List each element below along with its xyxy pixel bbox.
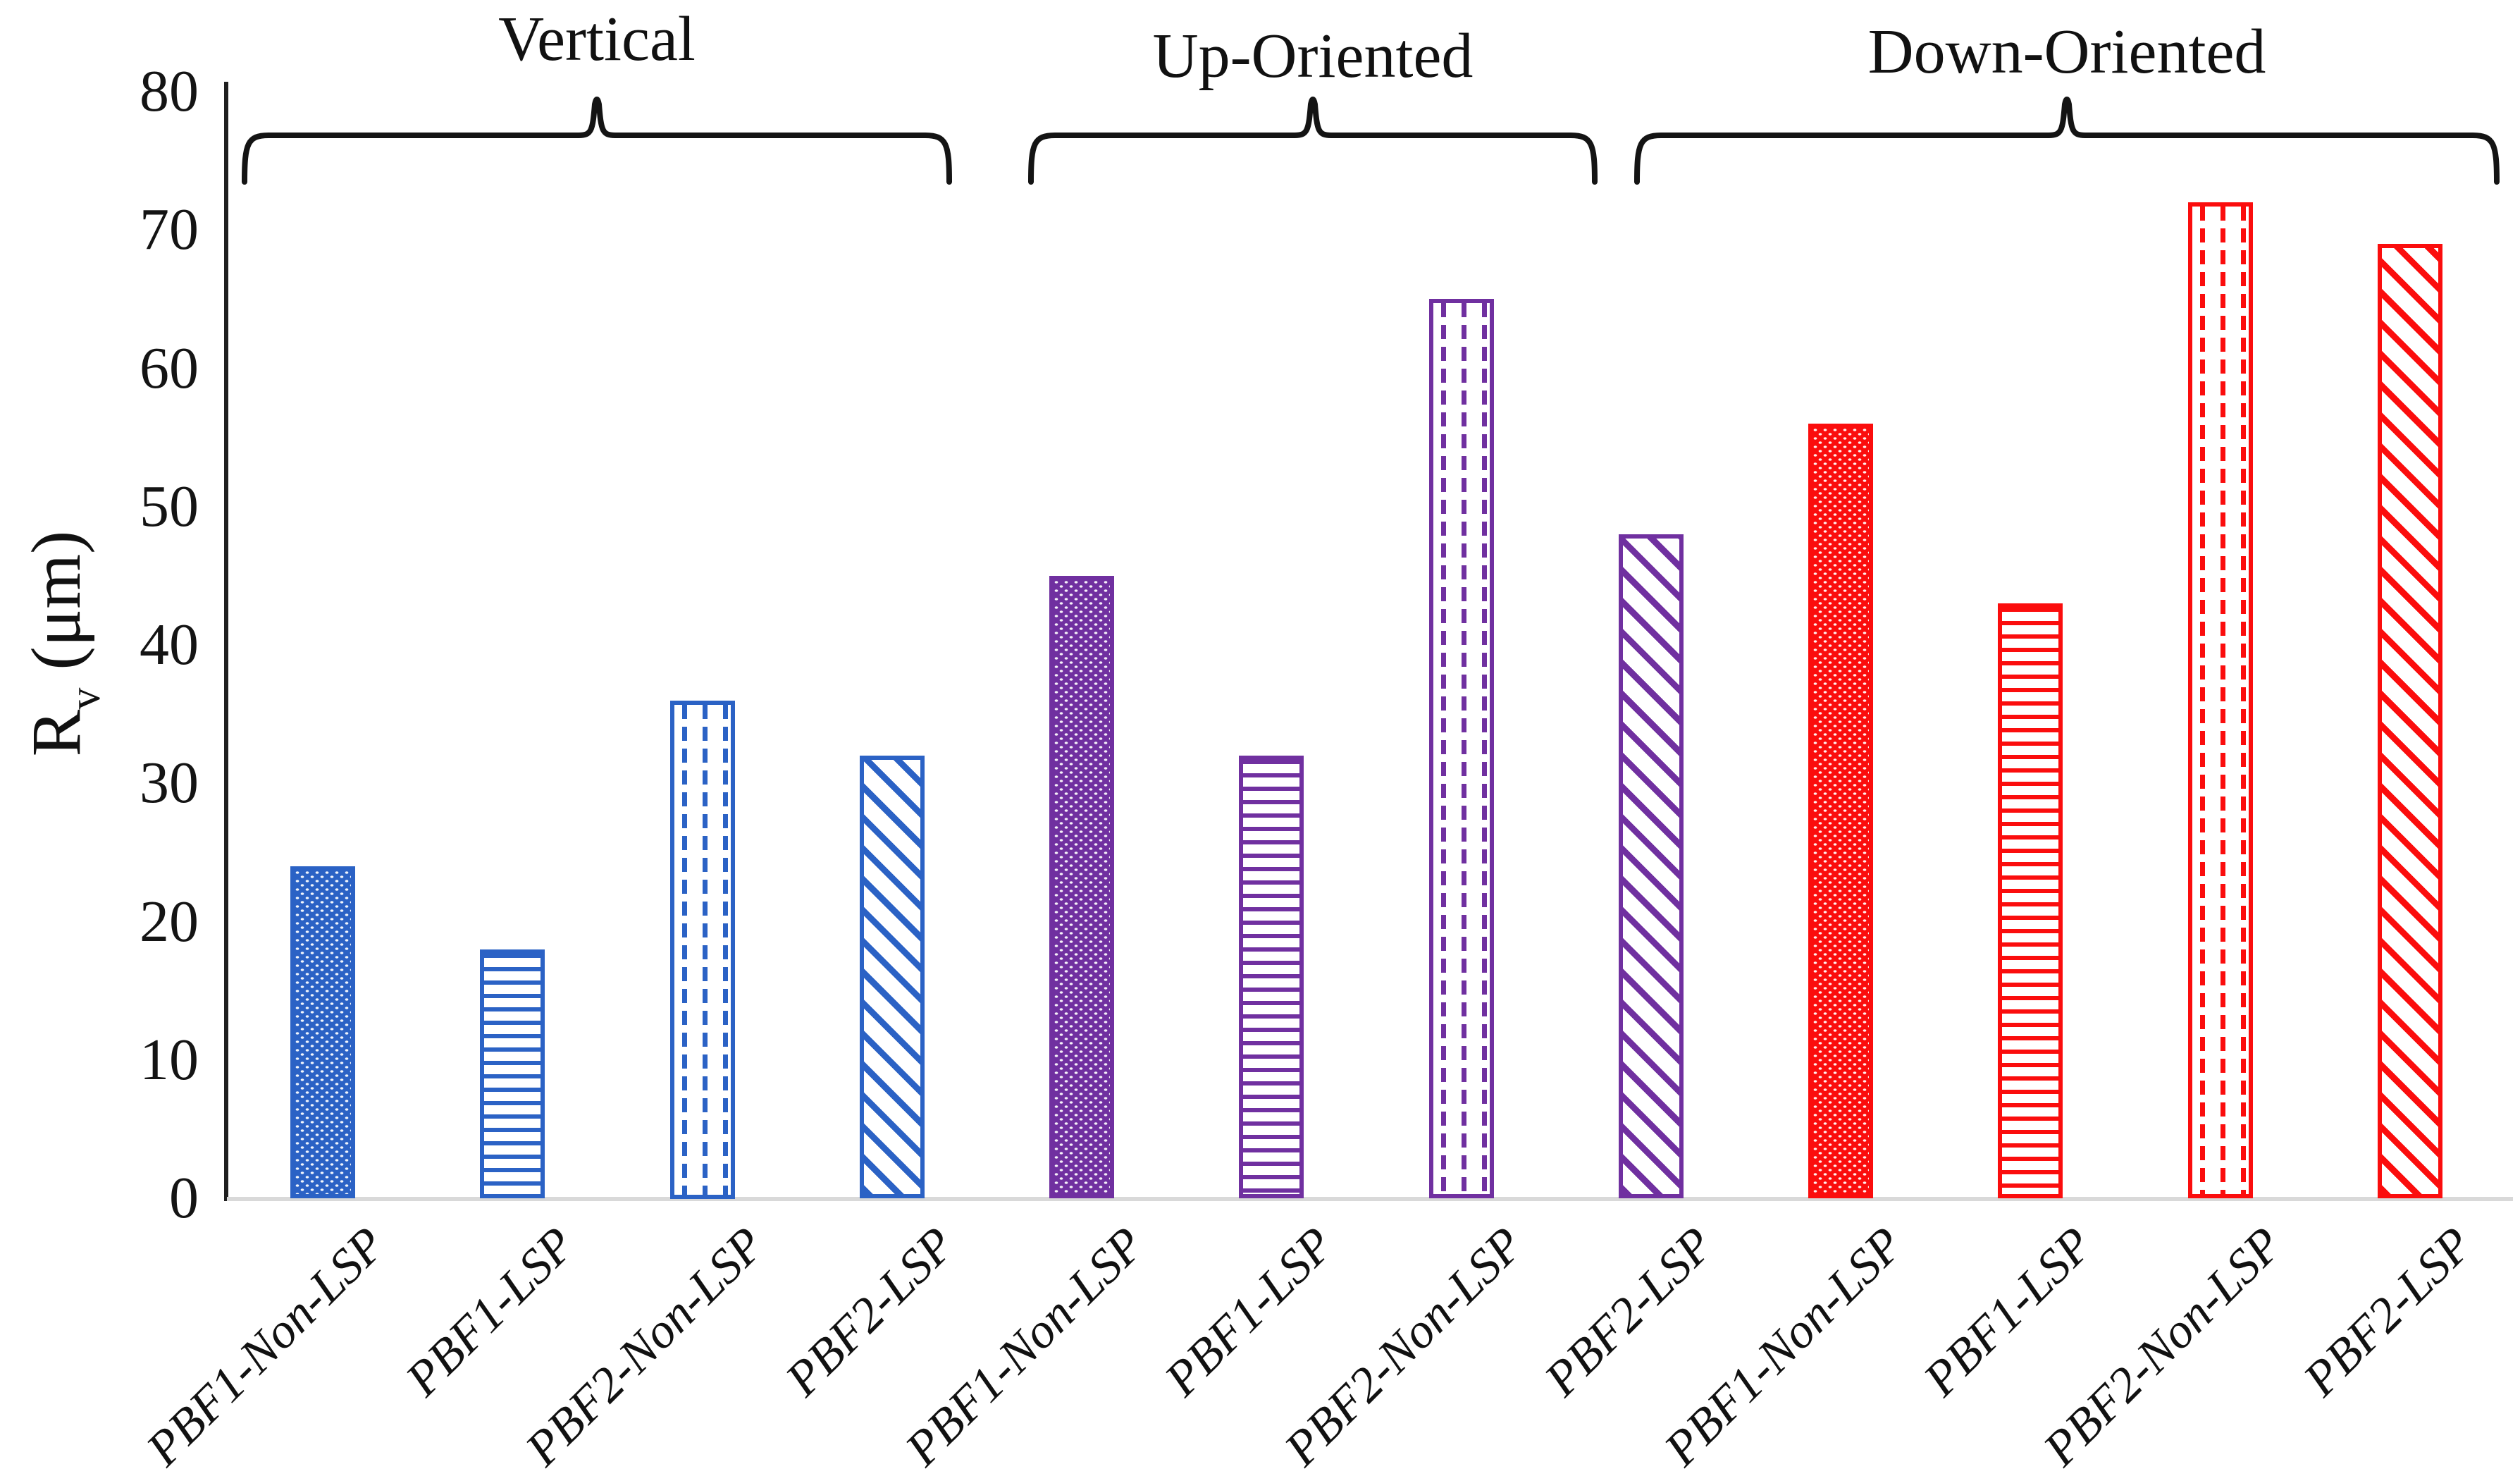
x-category-label-up-oriented-pbf1-lsp: PBF1-LSP <box>1154 1217 1345 1407</box>
bar-up-oriented-pbf2-non-lsp <box>1429 299 1494 1198</box>
y-tick-label-40: 40 <box>140 612 199 677</box>
bar-vertical-pbf2-non-lsp <box>670 701 735 1199</box>
bar-up-oriented-pbf2-lsp <box>1619 534 1684 1198</box>
bar-vertical-pbf2-lsp <box>860 756 925 1198</box>
bar-vertical-pbf1-non-lsp <box>290 866 355 1198</box>
y-axis-title-subscript: v <box>61 687 109 710</box>
y-tick-label-10: 10 <box>140 1026 199 1093</box>
bar-up-oriented-pbf1-lsp <box>1239 756 1304 1198</box>
x-axis-baseline <box>227 1197 2513 1201</box>
y-tick-label-50: 50 <box>140 473 199 539</box>
x-category-label-vertical-pbf1-non-lsp: PBF1-Non-LSP <box>136 1217 396 1476</box>
y-tick-label-0: 0 <box>169 1165 199 1231</box>
brace-up-oriented <box>1028 97 1598 185</box>
group-title-vertical: Vertical <box>498 4 696 74</box>
group-title-up-oriented: Up-Oriented <box>1152 21 1474 91</box>
y-tick-label-80: 80 <box>140 59 199 124</box>
x-category-label-down-oriented-pbf1-lsp: PBF1-LSP <box>1913 1217 2104 1407</box>
y-axis-line <box>224 82 228 1201</box>
bar-down-oriented-pbf1-non-lsp <box>1808 424 1873 1198</box>
group-braces <box>242 97 2500 185</box>
bar-up-oriented-pbf1-non-lsp <box>1049 576 1114 1198</box>
y-tick-label-20: 20 <box>140 888 199 954</box>
bar-down-oriented-pbf1-lsp <box>1998 603 2063 1198</box>
group-title-down-oriented: Down-Oriented <box>1867 17 2266 87</box>
bar-down-oriented-pbf2-lsp <box>2378 244 2442 1198</box>
x-category-label-down-oriented-pbf2-lsp: PBF2-LSP <box>2293 1217 2483 1407</box>
brace-down-oriented <box>1634 97 2500 185</box>
y-tick-label-30: 30 <box>140 750 199 816</box>
x-category-label-up-oriented-pbf2-lsp: PBF2-LSP <box>1534 1217 1724 1407</box>
y-tick-label-60: 60 <box>140 335 199 401</box>
brace-vertical <box>242 97 952 185</box>
x-category-label-vertical-pbf1-lsp: PBF1-LSP <box>395 1217 586 1407</box>
y-tick-label-70: 70 <box>140 197 199 263</box>
x-category-label-vertical-pbf2-lsp: PBF2-LSP <box>775 1217 965 1407</box>
bar-down-oriented-pbf2-non-lsp <box>2188 202 2253 1198</box>
bar-vertical-pbf1-lsp <box>480 949 545 1198</box>
